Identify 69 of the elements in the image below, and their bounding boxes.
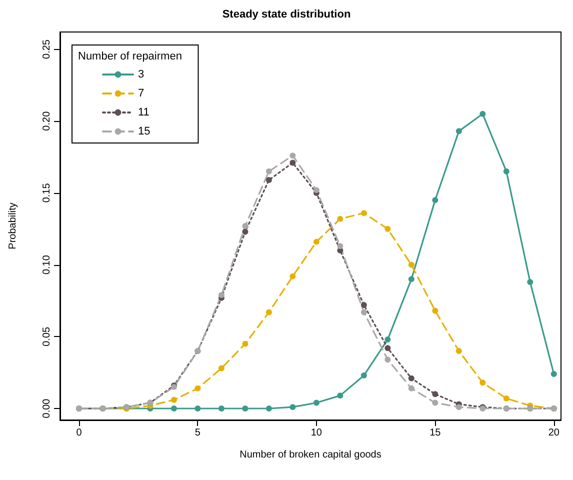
point — [290, 160, 296, 166]
legend-label: 15 — [138, 126, 150, 138]
point — [432, 308, 438, 314]
y-tick-label: 0.00 — [42, 398, 52, 418]
point — [360, 372, 367, 378]
point — [218, 292, 224, 298]
point — [242, 223, 248, 229]
point — [290, 404, 296, 410]
point — [384, 345, 391, 352]
x-tick-label: 20 — [548, 428, 560, 438]
point — [503, 168, 510, 174]
legend-label: 7 — [138, 88, 144, 100]
point — [550, 371, 557, 378]
legend-label: 11 — [138, 106, 150, 118]
point — [290, 273, 296, 280]
legend-title: Number of repairmen — [78, 50, 182, 62]
point — [170, 396, 177, 403]
point — [503, 395, 510, 402]
point — [290, 152, 296, 159]
point — [408, 375, 414, 382]
x-tick-label: 5 — [194, 428, 201, 438]
x-axis-title: Number of broken capital goods — [240, 450, 382, 460]
point — [266, 168, 272, 174]
point — [218, 406, 224, 412]
point — [218, 365, 224, 372]
point — [432, 197, 438, 204]
point — [242, 340, 248, 347]
legend-label: 3 — [138, 68, 144, 80]
point — [432, 391, 438, 398]
point — [480, 380, 486, 386]
point — [313, 400, 320, 406]
x-tick-label: 0 — [76, 428, 82, 438]
point — [360, 210, 367, 216]
point — [266, 406, 272, 412]
point — [266, 309, 272, 316]
point — [313, 187, 320, 194]
y-tick-label: 0.15 — [42, 182, 52, 203]
point — [432, 400, 438, 406]
y-axis-title: Probability — [8, 202, 18, 250]
point — [408, 276, 414, 282]
y-tick-label: 0.20 — [42, 110, 52, 131]
point — [384, 356, 391, 363]
point — [360, 309, 367, 316]
point — [384, 226, 391, 232]
point — [194, 406, 201, 412]
point — [408, 385, 414, 392]
point — [480, 110, 486, 117]
y-tick-label: 0.10 — [42, 254, 52, 275]
y-tick-label: 0.05 — [42, 326, 52, 346]
point — [408, 262, 414, 268]
point — [266, 177, 272, 184]
point — [527, 279, 534, 286]
point — [456, 404, 462, 410]
point — [170, 406, 177, 412]
point — [194, 385, 201, 392]
x-tick-label: 10 — [310, 428, 322, 438]
point — [456, 348, 462, 354]
point — [337, 392, 344, 399]
point — [360, 302, 367, 308]
y-tick-label: 0.25 — [42, 39, 52, 59]
point — [313, 238, 320, 245]
point — [337, 216, 344, 222]
chart-title: Steady state distribution — [222, 8, 351, 20]
point — [242, 406, 248, 412]
x-tick-label: 15 — [430, 428, 442, 438]
point — [456, 128, 462, 134]
point — [384, 336, 391, 343]
point — [337, 243, 344, 250]
point — [242, 228, 248, 235]
